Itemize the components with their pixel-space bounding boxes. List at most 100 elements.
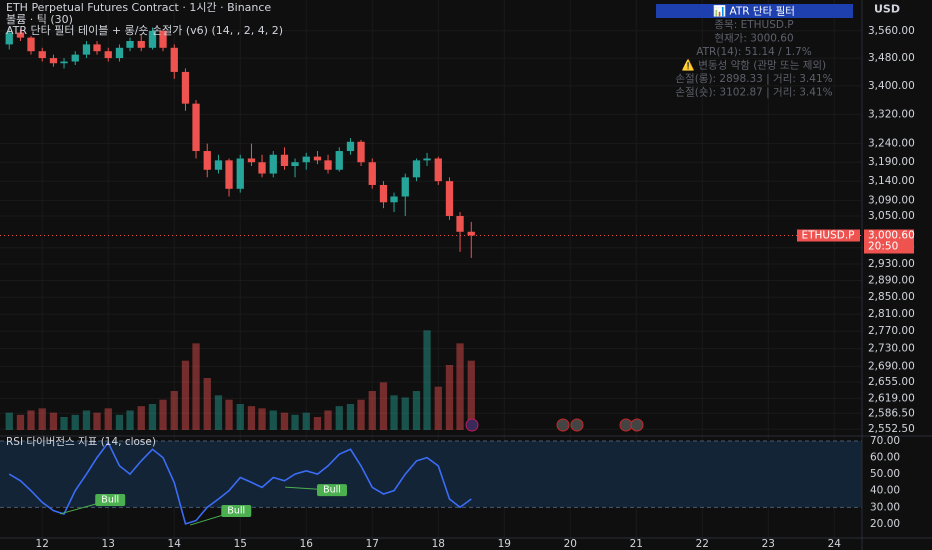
candle-body [423,158,431,161]
volume-bar [445,365,454,430]
volume-bar [181,360,190,430]
y-tick-label: 30.00 [870,501,900,513]
candle-body [60,61,68,64]
info-row: 종목: ETHUSD.P [714,19,793,31]
volume-bar [214,395,223,430]
candle-body [16,32,25,38]
volume-bar [38,408,46,430]
info-title: 📊 ATR 단타 필터 [713,5,795,18]
info-row: 손절(롱): 2898.33 | 거리: 3.41% [675,72,832,85]
candle-body [324,160,332,170]
volume-bar [269,410,277,430]
info-title-box [656,4,853,18]
volume-bar [258,408,266,430]
info-row: 손절(숏): 3102.87 | 거리: 3.41% [675,86,832,99]
candle-body [346,141,355,152]
y-tick-label: 3,190.00 [868,156,915,168]
countdown: 20:50 [868,241,898,253]
volume-bar [335,406,343,430]
candle-body [280,154,289,166]
annotation-box [95,494,126,507]
volume-bar [291,414,299,430]
volume-bar [49,412,58,430]
y-tick-label: 20.00 [870,518,900,530]
event-icon[interactable] [619,418,633,432]
volume-bar [27,410,35,430]
last-value-box [864,229,914,254]
annotation-label: Bull [227,505,245,516]
y-tick-label: 70.00 [870,435,900,447]
candle-body [181,71,190,104]
y-tick-label: 3,140.00 [868,175,915,187]
candle-body [291,162,299,166]
x-tick-label: 17 [366,538,379,550]
y-tick-label: 2,655.00 [868,376,915,388]
event-icon[interactable] [556,418,570,432]
x-tick-label: 18 [432,538,445,550]
y-tick-label: 3,560.00 [868,25,915,37]
y-tick-label: 50.00 [870,468,900,480]
volume-bar [137,406,145,430]
event-icon[interactable] [570,418,584,432]
y-tick-label: 2,586.50 [868,407,915,419]
candle-body [357,141,365,163]
y-tick-label: 3,090.00 [868,194,915,206]
y-tick-label: 3,320.00 [868,108,915,120]
y-tick-label: 2,770.00 [868,325,915,337]
volume-bar [390,395,398,430]
volume-bar [71,414,79,430]
candle-body [247,158,256,163]
rsi-line [8,441,472,525]
volume-bar [357,399,365,430]
volume-bar [313,417,322,430]
volume-bar [170,391,178,430]
y-tick-label: 2,810.00 [868,308,915,320]
candle-body [192,103,200,152]
volume-bar [324,410,332,430]
y-tick-label: 2,850.00 [868,291,915,303]
volume-bar [225,399,233,430]
candle-body [434,158,442,182]
volume-bar [82,410,91,430]
currency-button-box[interactable] [868,2,906,17]
volume-bar [379,382,388,430]
candle-body [170,47,178,72]
candle-body [38,51,46,59]
candle-body [104,51,112,59]
volume-bar [16,414,25,430]
rsi-band [0,440,862,508]
volume-bar [104,408,112,430]
annotation-box [316,484,347,497]
candle-body [5,32,13,45]
candle-body [368,162,376,185]
candle-body [412,160,421,178]
event-icon[interactable] [630,418,644,432]
volume-bar [60,417,68,430]
candle-body [214,160,223,170]
candle-body [203,151,211,170]
candle-body [49,58,58,64]
y-tick-label: 3,400.00 [868,80,915,92]
x-tick-label: 24 [828,538,842,550]
last-value-label: 3,000.60 [868,230,915,242]
x-tick-label: 13 [102,538,115,550]
y-tick-label: 2,930.00 [868,258,915,270]
volume-bar [456,343,464,430]
annotation-label: Bull [101,495,119,506]
candle-body [93,44,101,52]
volume-bar [5,412,13,430]
volume-bar [346,404,355,430]
event-icon[interactable] [465,418,479,432]
candle-body [236,158,244,189]
y-tick-label: 3,050.00 [868,210,915,222]
annotation-box [221,504,252,517]
y-tick-label: 3,480.00 [868,52,915,64]
candle-body [379,184,388,203]
currency-button[interactable]: USD [874,3,900,16]
symbol-line: ETH Perpetual Futures Contract · 1시간 · B… [6,1,271,14]
x-tick-label: 19 [498,538,511,550]
candle-body [467,231,475,236]
candle-body [225,160,233,189]
